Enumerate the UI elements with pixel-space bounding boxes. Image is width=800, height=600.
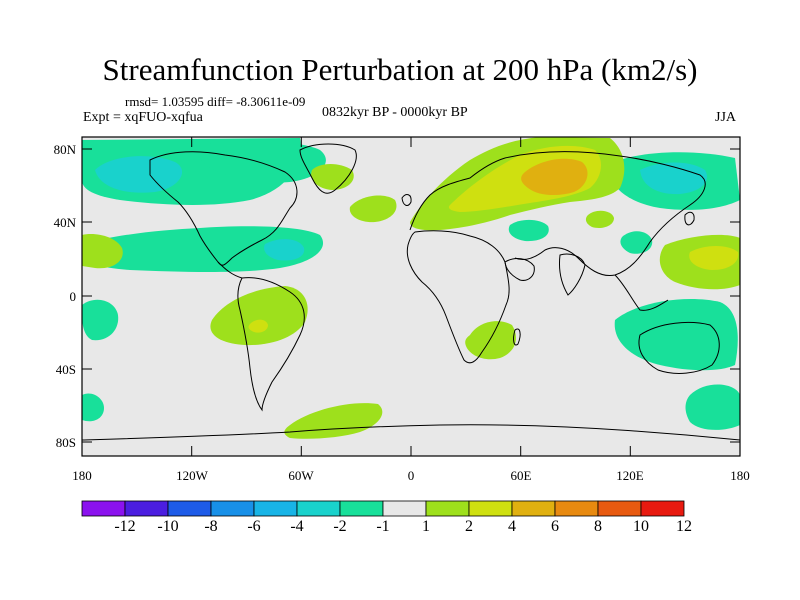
- contour-pos-greenland: [311, 164, 354, 190]
- colorbar-swatch: [640, 500, 685, 517]
- colorbar-swatch: [511, 500, 556, 517]
- contour-neg-south-ocean-west: [82, 393, 104, 422]
- colorbar-swatch: [124, 500, 169, 517]
- lon-label-120e: 120E: [616, 468, 644, 483]
- colorbar-label: 6: [551, 518, 559, 535]
- axis-ticks: [82, 137, 740, 456]
- colorbar-swatch: [425, 500, 470, 517]
- contour-neg-east-asia-inner: [640, 162, 708, 195]
- contour-pos-south-africa: [465, 321, 516, 360]
- colorbar-label: 2: [465, 518, 473, 535]
- lon-label-60w: 60W: [288, 468, 314, 483]
- coast-japan: [684, 211, 695, 226]
- colorbar-label: 1: [422, 518, 430, 535]
- colorbar-swatch: [597, 500, 642, 517]
- colorbar-swatch: [210, 500, 255, 517]
- lon-label-0: 0: [407, 468, 415, 483]
- colorbar-label: 12: [676, 518, 692, 535]
- contour-neg-china: [620, 231, 653, 254]
- contour-pos-eurasia-orange: [521, 158, 588, 196]
- stats-line: rmsd= 1.03595 diff= -8.30611e-09: [125, 94, 306, 109]
- colorbar-swatch: [167, 500, 212, 517]
- contour-pos-antarctic-south-atlantic: [284, 403, 383, 439]
- coast-uk: [401, 194, 412, 206]
- colorbar-swatch: [339, 500, 384, 517]
- lon-label-120w: 120W: [176, 468, 208, 483]
- contour-neg-americas: [82, 226, 324, 272]
- contour-pos-north-pacific-east-yellow: [689, 246, 739, 270]
- coast-arabia: [504, 258, 535, 281]
- contour-neg-north-pacific-inner: [95, 156, 183, 193]
- experiment-label: Expt = xqFUO-xqfua: [83, 110, 203, 125]
- colorbar-swatch: [382, 500, 427, 517]
- coast-africa: [406, 230, 510, 364]
- season-label: JJA: [715, 110, 737, 125]
- colorbar-label: -8: [204, 518, 218, 535]
- contour-neg-west-pacific: [614, 299, 738, 371]
- lat-label-40n: 40N: [53, 215, 76, 230]
- coast-north-america: [149, 151, 298, 266]
- contour-neg-americas-inner: [264, 239, 305, 261]
- contour-neg-south-pacific: [82, 299, 119, 341]
- colorbar-label: 10: [633, 518, 649, 535]
- coast-europe: [409, 157, 506, 231]
- colorbar-label: -12: [114, 518, 136, 535]
- colorbar: [81, 500, 685, 517]
- plot-title: Streamfunction Perturbation at 200 hPa (…: [102, 52, 698, 87]
- colorbar-label: -2: [333, 518, 347, 535]
- colorbar-swatch: [253, 500, 298, 517]
- colorbar-label: -4: [290, 518, 304, 535]
- coast-central-america: [217, 261, 243, 279]
- lat-label-0: 0: [69, 289, 77, 304]
- coast-antarctica: [82, 424, 740, 441]
- coast-asia: [504, 151, 706, 277]
- lon-label-180-east: 180: [730, 468, 750, 483]
- contour-neg-south-ocean-east: [685, 384, 740, 430]
- colorbar-label: 4: [508, 518, 516, 535]
- coast-australia: [638, 321, 720, 374]
- colorbar-swatch: [296, 500, 341, 517]
- lon-label-180-west: 180: [72, 468, 92, 483]
- contour-neg-tibet: [508, 219, 549, 242]
- lat-label-80s: 80S: [55, 435, 76, 450]
- contour-pos-tropical-pacific: [82, 234, 123, 269]
- lat-label-40s: 40S: [55, 362, 76, 377]
- colorbar-label: -10: [157, 518, 179, 535]
- coastlines: [82, 143, 740, 441]
- colorbar-label: -6: [247, 518, 261, 535]
- colorbar-label: -1: [376, 518, 390, 535]
- period-label: 0832kyr BP - 0000kyr BP: [322, 105, 468, 120]
- contour-pos-south-america-yellow: [248, 319, 268, 333]
- coast-greenland: [299, 143, 357, 194]
- coast-india: [559, 253, 586, 296]
- coast-south-america: [237, 277, 305, 412]
- colorbar-swatch: [81, 500, 126, 517]
- contour-pos-south-america: [210, 286, 308, 346]
- contour-pos-middle-east: [585, 210, 614, 228]
- lat-label-80n: 80N: [53, 142, 76, 157]
- coast-madagascar: [513, 328, 521, 346]
- contour-neg-north-atlantic: [197, 140, 326, 183]
- lon-label-60e: 60E: [510, 468, 532, 483]
- colorbar-swatch: [554, 500, 599, 517]
- coast-southeast-asia: [614, 274, 669, 311]
- contour-pos-north-atlantic: [349, 195, 397, 223]
- colorbar-label: 8: [594, 518, 602, 535]
- contour-fills: [82, 137, 740, 439]
- colorbar-swatch: [468, 500, 513, 517]
